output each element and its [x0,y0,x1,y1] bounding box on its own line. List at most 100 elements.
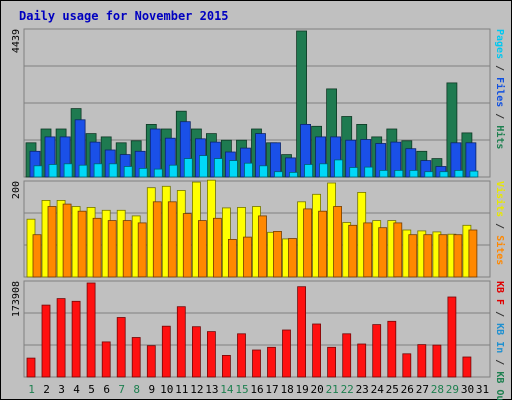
bar [116,317,126,378]
bar [228,160,238,178]
bar [197,220,207,278]
legend-part: KB Out [494,371,505,400]
x-tick-label: 12 [190,383,203,396]
bar [409,169,419,178]
legend-part: / [494,59,505,77]
chart-title: Daily usage for November 2015 [19,9,229,23]
x-tick-label: 3 [58,383,65,396]
legend-part: Files [494,77,506,107]
panel-hits-legend: Pages / Files / Hits [494,29,506,149]
bar [71,300,81,378]
bar [402,353,412,378]
x-axis-labels: 1 2 3 4 5 6 7 8 9 10 11 12 13 14 15 16 17 18 19 20 21 22 23 24 2… [28,383,489,396]
bar [259,165,268,178]
bar [273,230,282,278]
bar [387,320,397,378]
bar [258,215,267,278]
x-tick-label: 10 [160,383,173,396]
bar [182,213,192,278]
x-tick-label: 5 [88,383,95,396]
x-tick-label: 13 [205,383,218,396]
bar [267,346,276,378]
x-tick-label: 21 [326,383,339,396]
x-tick-label: 15 [235,383,248,396]
bar [394,169,404,178]
bar [101,341,111,378]
bar [319,163,329,178]
x-tick-label: 30 [461,383,474,396]
panel-visits-legend: Visits / Sites [494,181,506,265]
bar [161,325,171,378]
bar [176,306,186,378]
bar [33,165,43,178]
series-visits [26,179,472,278]
legend-part: / [494,305,505,323]
bar [318,210,328,278]
bar [191,326,201,378]
x-tick-label: 24 [371,383,385,396]
bar [152,201,162,278]
bar [327,346,337,378]
bar [243,236,252,278]
bar [372,324,382,378]
bar [47,206,57,278]
bar [408,234,418,278]
bar [303,208,313,278]
x-tick-label: 25 [386,383,399,396]
bar [86,282,96,378]
bar [153,168,163,178]
bar [77,210,87,278]
bar [63,163,73,178]
x-tick-label: 17 [265,383,278,396]
bar [288,238,297,278]
legend-part: KB F [494,281,505,305]
bar [312,323,322,378]
legend-part: / [494,107,505,125]
bar [447,296,457,378]
panel-hits: 4439 Pages / Files / Hits [11,28,506,178]
x-tick-label: 11 [175,383,188,396]
bar [432,344,442,378]
bar [393,222,403,278]
bar [167,201,177,278]
bar [357,343,367,378]
bar [138,167,148,178]
bar [244,162,253,178]
panel-visits: 200 Visits / Sites [11,179,506,278]
x-tick-label: 20 [310,383,323,396]
bar [304,164,314,178]
bar [453,234,463,278]
bar [349,167,359,178]
bar [379,169,389,178]
x-tick-label: 14 [220,383,234,396]
bar [274,171,283,178]
panel-visits-max-label: 200 [11,181,22,199]
x-tick-label: 16 [250,383,263,396]
bar [438,234,448,278]
bar [108,163,118,178]
legend-part: Visits [494,181,506,217]
bar [137,222,147,278]
legend-part: Hits [494,125,506,149]
bar [122,220,132,278]
x-tick-label: 31 [476,383,489,396]
panels-layer: 4439 Pages / Files / Hits 200 Visits / Site… [11,28,506,404]
bar [107,220,117,278]
bar [221,354,231,378]
bar [92,217,102,278]
bar [78,164,88,178]
series-kb-f [26,282,472,378]
bar [93,163,103,178]
x-tick-label: 9 [148,383,155,396]
bar [41,304,51,378]
x-tick-label: 6 [103,383,110,396]
bar [439,171,449,178]
bar [342,333,352,378]
legend-part: Sites [494,235,506,265]
bar [198,155,208,178]
legend-part: / [494,353,505,371]
series-pages [33,155,479,178]
series-sites [32,201,478,278]
